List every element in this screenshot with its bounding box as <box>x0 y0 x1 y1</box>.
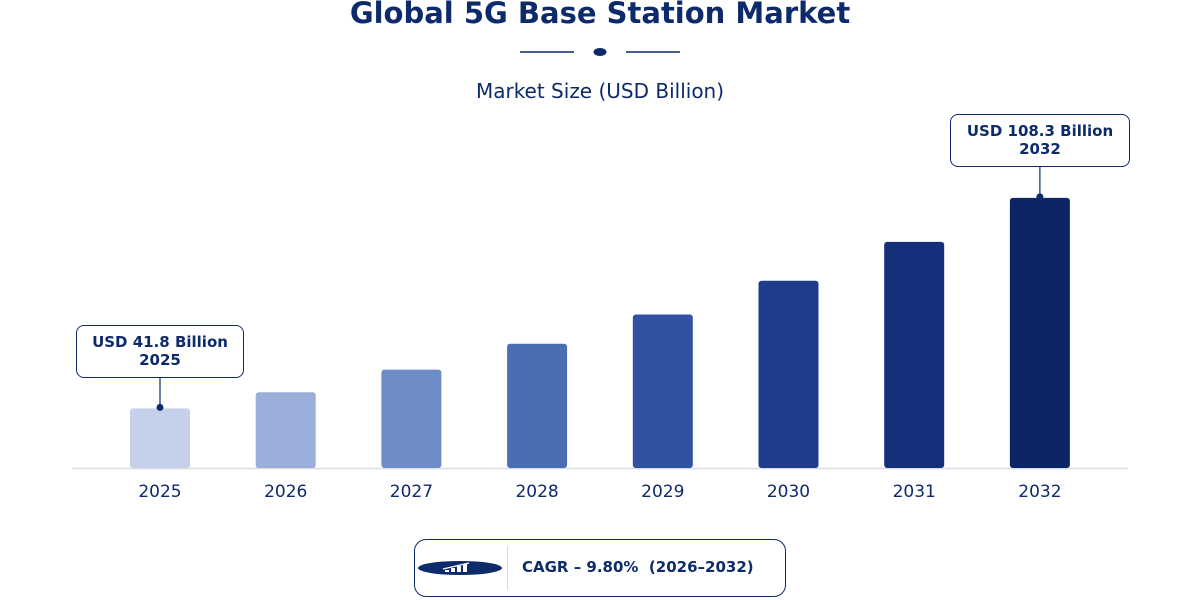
callout-first-year: 2025 <box>139 351 181 369</box>
x-tick-label: 2028 <box>515 482 558 502</box>
bar-growth-icon <box>418 561 502 575</box>
callout-dot <box>156 403 164 411</box>
bar-2026 <box>255 392 316 468</box>
cagr-separator <box>507 546 508 590</box>
callout-first-value-text: USD 41.8 Billion <box>92 333 228 351</box>
chart-title: Global 5G Base Station Market <box>349 0 851 30</box>
bar-2027 <box>381 369 442 468</box>
x-tick-label: 2026 <box>264 482 307 502</box>
bar-2030 <box>758 280 819 468</box>
bar-2028 <box>507 343 568 468</box>
x-tick-label: 2027 <box>390 482 433 502</box>
bar-2031 <box>884 241 945 468</box>
x-tick-label: 2032 <box>1018 482 1061 502</box>
callout-last-year: 2032 <box>1019 140 1061 158</box>
callout-last-value-text: USD 108.3 Billion <box>966 122 1114 140</box>
x-tick-label: 2030 <box>767 482 810 502</box>
callout-dot <box>1036 193 1044 201</box>
callout-first-value: USD 41.8 Billion 2025 <box>76 325 244 378</box>
x-tick-label: 2029 <box>641 482 684 502</box>
bar-2032 <box>1009 197 1070 468</box>
title-divider <box>520 48 680 56</box>
x-tick-label: 2025 <box>138 482 181 502</box>
cagr-text: CAGR – 9.80% (2026–2032) <box>522 558 754 576</box>
bar-2025 <box>130 408 190 468</box>
callout-last-value: USD 108.3 Billion 2032 <box>950 114 1130 167</box>
bar-2029 <box>632 314 693 468</box>
x-tick-label: 2031 <box>893 482 936 502</box>
chart-subtitle: Market Size (USD Billion) <box>475 79 725 103</box>
cagr-badge: CAGR – 9.80% (2026–2032) <box>414 539 786 597</box>
